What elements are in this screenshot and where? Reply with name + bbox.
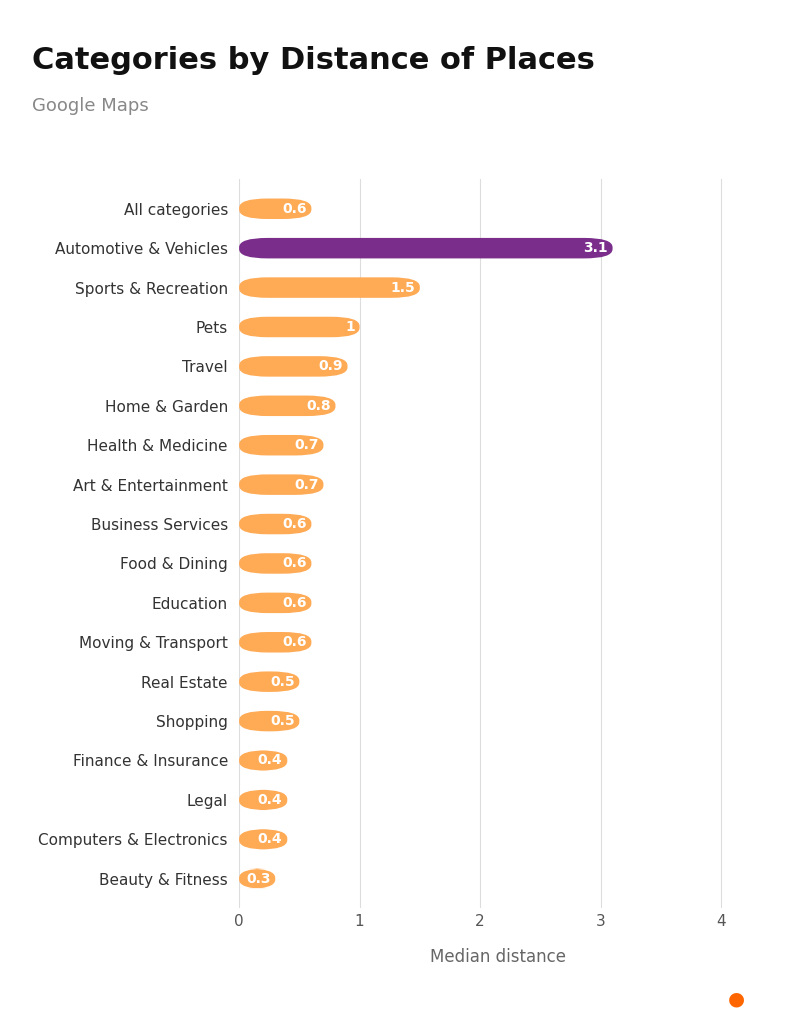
Text: semrush.com: semrush.com xyxy=(20,992,113,1007)
FancyBboxPatch shape xyxy=(239,514,312,535)
Text: 0.5: 0.5 xyxy=(270,675,295,689)
Text: 0.8: 0.8 xyxy=(306,398,331,413)
FancyBboxPatch shape xyxy=(239,672,300,692)
FancyBboxPatch shape xyxy=(239,593,312,613)
Text: 0.5: 0.5 xyxy=(270,714,295,728)
Text: 0.4: 0.4 xyxy=(258,833,282,846)
Text: SEMRUSH: SEMRUSH xyxy=(673,990,773,1009)
FancyBboxPatch shape xyxy=(239,632,312,652)
FancyBboxPatch shape xyxy=(239,199,312,219)
Text: 3.1: 3.1 xyxy=(583,242,608,255)
Text: 0.6: 0.6 xyxy=(282,556,307,570)
FancyBboxPatch shape xyxy=(239,316,359,337)
Text: 0.6: 0.6 xyxy=(282,202,307,216)
FancyBboxPatch shape xyxy=(239,356,347,377)
FancyBboxPatch shape xyxy=(239,790,287,810)
Text: Categories by Distance of Places: Categories by Distance of Places xyxy=(32,46,595,75)
FancyBboxPatch shape xyxy=(239,868,275,889)
FancyBboxPatch shape xyxy=(239,278,420,298)
FancyBboxPatch shape xyxy=(239,711,300,731)
FancyBboxPatch shape xyxy=(239,553,312,573)
Text: 0.9: 0.9 xyxy=(318,359,343,374)
Text: 0.4: 0.4 xyxy=(258,754,282,768)
FancyBboxPatch shape xyxy=(239,395,336,416)
Text: 0.7: 0.7 xyxy=(294,477,319,492)
Text: Google Maps: Google Maps xyxy=(32,97,148,116)
FancyBboxPatch shape xyxy=(239,751,287,771)
FancyBboxPatch shape xyxy=(239,474,324,495)
FancyBboxPatch shape xyxy=(239,238,613,258)
X-axis label: Median distance: Median distance xyxy=(430,948,566,967)
Text: 0.3: 0.3 xyxy=(246,871,270,886)
Text: 0.6: 0.6 xyxy=(282,635,307,649)
FancyBboxPatch shape xyxy=(239,435,324,456)
Text: 0.7: 0.7 xyxy=(294,438,319,453)
Text: 0.6: 0.6 xyxy=(282,596,307,610)
Text: 0.4: 0.4 xyxy=(258,793,282,807)
Text: 0.6: 0.6 xyxy=(282,517,307,531)
Text: 1: 1 xyxy=(345,319,355,334)
FancyBboxPatch shape xyxy=(239,829,287,850)
Text: ●: ● xyxy=(728,990,745,1009)
Text: 1.5: 1.5 xyxy=(391,281,415,295)
